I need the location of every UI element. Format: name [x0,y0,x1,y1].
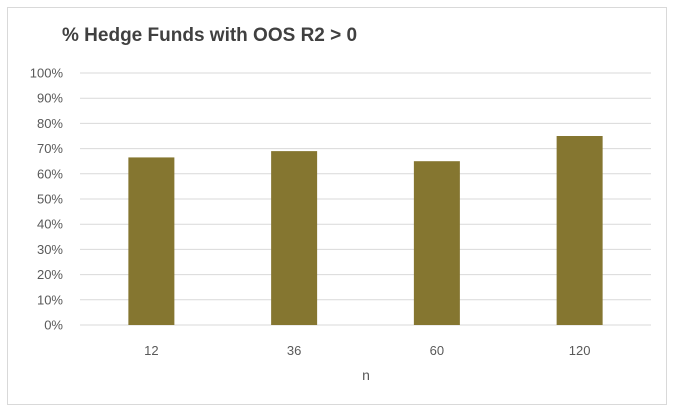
bars [128,136,603,325]
x-tick-label: 60 [430,343,444,358]
y-tick-label: 80% [37,116,63,131]
x-axis-label: n [362,367,370,383]
chart-title: % Hedge Funds with OOS R2 > 0 [62,25,358,46]
y-tick-label: 50% [37,192,63,207]
y-tick-label: 60% [37,166,63,181]
x-tick-label: 12 [144,343,158,358]
y-tick-label: 70% [37,141,63,156]
bar-60 [413,161,460,325]
bar-12 [128,157,175,325]
x-axis-ticks: 12 36 60 120 [144,343,590,358]
x-tick-label: 36 [287,343,301,358]
y-tick-label: 40% [37,217,63,232]
y-tick-label: 10% [37,292,63,307]
y-tick-label: 0% [44,318,63,333]
y-tick-label: 90% [37,91,63,106]
bar-36 [271,151,318,325]
y-tick-label: 30% [37,242,63,257]
bar-120 [556,136,603,325]
y-tick-label: 20% [37,267,63,282]
x-tick-label: 120 [569,343,591,358]
y-axis-ticks: 0% 10% 20% 30% 40% 50% 60% 70% 80% 90% 100% [30,66,64,333]
gridlines [80,72,651,326]
y-tick-label: 100% [30,66,64,81]
